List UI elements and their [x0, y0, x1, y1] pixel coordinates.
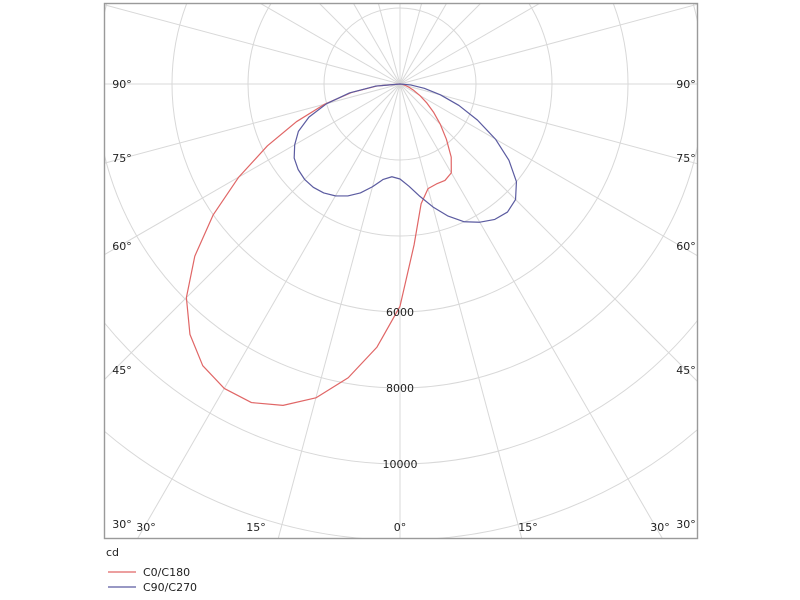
angle-label-left-30: 30° — [112, 518, 132, 531]
angle-label-bottom-3: 15° — [518, 521, 538, 534]
grid-spoke — [277, 83, 401, 539]
axis-labels: 90° 75° 60° 45° 30° 90° 75° 60° 45° 30° 30° 15° 0° 15… — [106, 78, 696, 559]
grid-spoke — [399, 83, 698, 383]
grid-spoke — [104, 83, 401, 381]
angle-label-bottom-0: 30° — [136, 521, 156, 534]
angle-label-right-60: 60° — [676, 240, 696, 253]
angle-label-bottom-1: 15° — [246, 521, 266, 534]
distribution-curves — [185, 83, 518, 406]
angle-label-right-90: 90° — [676, 78, 696, 91]
legend-label-0: C0/C180 — [143, 566, 190, 579]
plot-frame — [103, 2, 699, 540]
grid-spoke — [399, 83, 698, 257]
grid-spoke — [137, 83, 401, 539]
grid-spoke — [104, 83, 401, 164]
radial-label-6000: 6000 — [386, 306, 414, 319]
legend-label-1: C90/C270 — [143, 581, 197, 594]
grid-spoke — [399, 83, 523, 539]
angle-label-right-30: 30° — [676, 518, 696, 531]
radial-label-8000: 8000 — [386, 382, 414, 395]
grid-spoke — [104, 83, 401, 256]
angle-label-bottom-2: 0° — [394, 521, 407, 534]
angle-label-left-45: 45° — [112, 364, 132, 377]
unit-label-cd: cd — [106, 546, 119, 559]
chart-legend: C0/C180 C90/C270 — [108, 566, 197, 594]
curve-c0-c180 — [185, 83, 452, 406]
curve-c90-c270 — [293, 83, 518, 223]
angle-label-left-75: 75° — [112, 152, 132, 165]
grid-spoke — [399, 3, 482, 85]
angle-label-left-60: 60° — [112, 240, 132, 253]
angle-label-bottom-4: 30° — [650, 521, 670, 534]
angle-label-right-45: 45° — [676, 364, 696, 377]
grid-spoke — [318, 3, 401, 85]
grid-spoke — [104, 4, 401, 85]
angle-label-left-90: 90° — [112, 78, 132, 91]
radial-label-10000: 10000 — [383, 458, 418, 471]
grid-spoke — [399, 3, 541, 85]
grid-spoke — [259, 3, 401, 85]
angle-label-right-75: 75° — [676, 152, 696, 165]
